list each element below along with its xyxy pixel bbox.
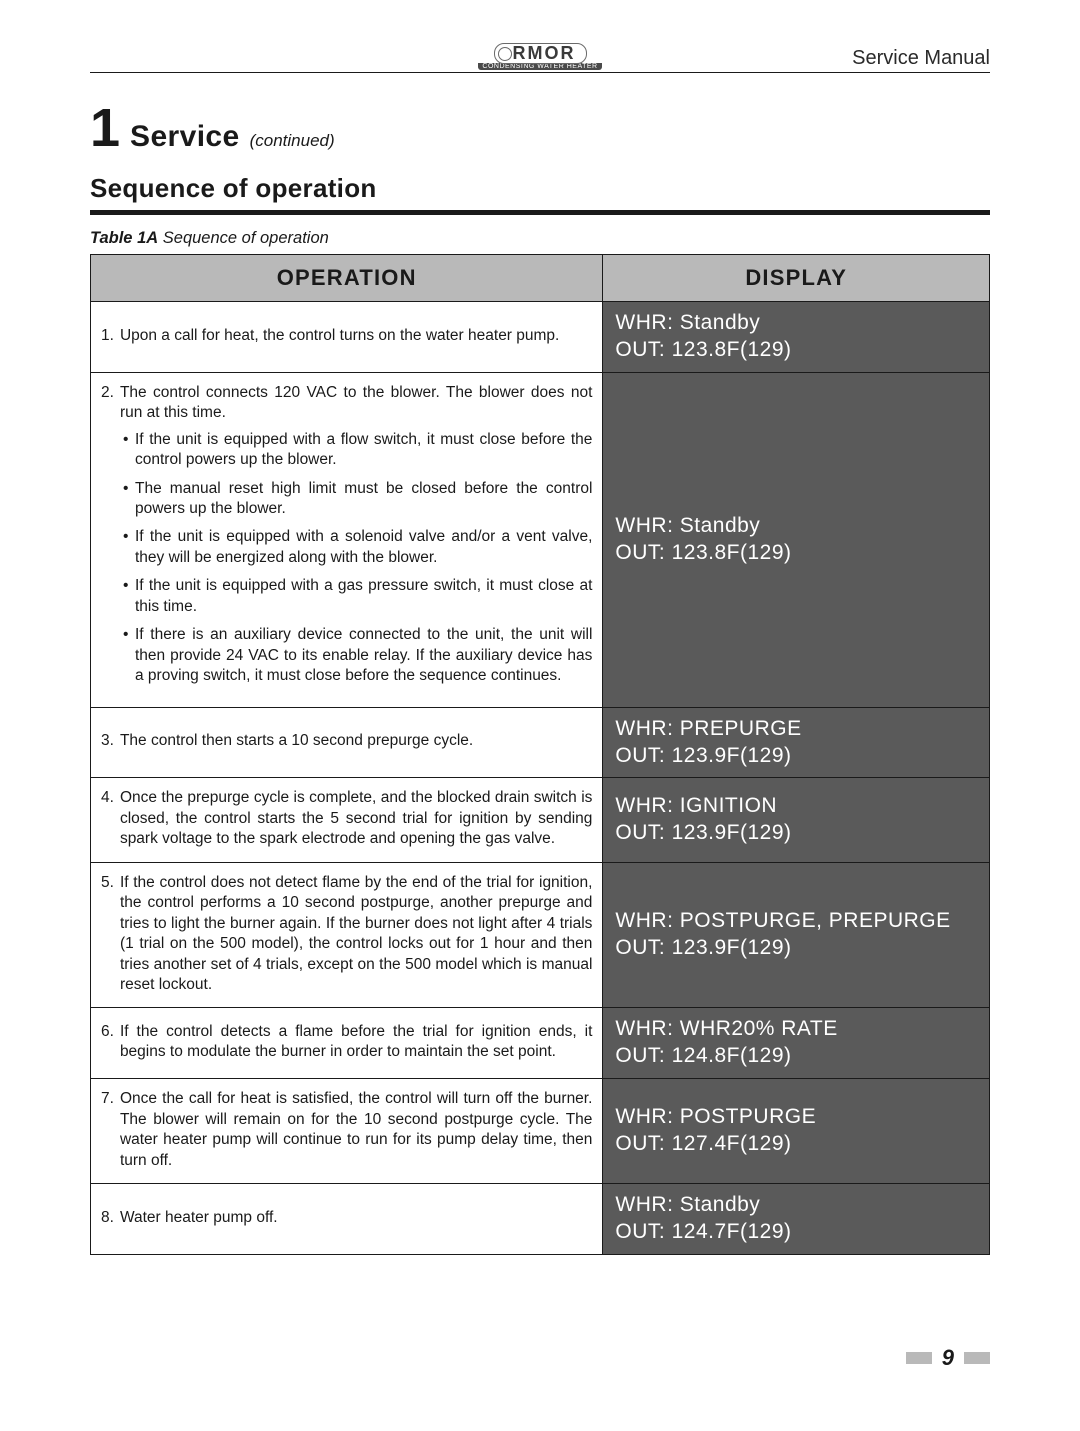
- table-row: 3. The control then starts a 10 second pr…: [91, 707, 990, 778]
- operation-cell: 4.Once the prepurge cycle is complete, a…: [91, 778, 603, 862]
- display-cell: WHR: StandbyOUT: 123.8F(129): [603, 372, 990, 707]
- display-line-2: OUT: 123.9F(129): [615, 743, 981, 770]
- display-line-2: OUT: 123.8F(129): [615, 540, 981, 567]
- step-bullet: If the unit is equipped with a solenoid …: [123, 527, 592, 568]
- operation-cell: 3. The control then starts a 10 second pr…: [91, 707, 603, 778]
- display-line-2: OUT: 124.7F(129): [615, 1219, 981, 1246]
- step-number: 6.: [101, 1022, 114, 1063]
- table-row: 4.Once the prepurge cycle is complete, a…: [91, 778, 990, 862]
- table-row: 8. Water heater pump off. WHR: StandbyOUT:…: [91, 1184, 990, 1255]
- display-line-1: WHR: POSTPURGE, PREPURGE: [615, 908, 981, 935]
- table-caption-label: Table 1A: [90, 229, 158, 247]
- display-cell: WHR: StandbyOUT: 124.7F(129): [603, 1184, 990, 1255]
- table-row: 7.Once the call for heat is satisfied, t…: [91, 1079, 990, 1184]
- display-cell: WHR: IGNITIONOUT: 123.9F(129): [603, 778, 990, 862]
- brand-name: RMOR: [494, 43, 587, 64]
- step-text: Upon a call for heat, the control turns …: [120, 326, 559, 346]
- brand-subtitle: CONDENSING WATER HEATER: [478, 63, 601, 70]
- step-bullet: If the unit is equipped with a gas press…: [123, 576, 592, 617]
- display-cell: WHR: StandbyOUT: 123.8F(129): [603, 302, 990, 373]
- table-header-row: OPERATION DISPLAY: [91, 255, 990, 302]
- operation-cell: 6.If the control detects a flame before …: [91, 1008, 603, 1079]
- document-title: Service Manual: [852, 47, 990, 69]
- display-line-2: OUT: 123.9F(129): [615, 820, 981, 847]
- step-number: 3.: [101, 731, 114, 751]
- page-number: 9: [942, 1345, 954, 1371]
- step-text: If the control detects a flame before th…: [120, 1022, 592, 1063]
- page-footer: 9: [90, 1345, 990, 1371]
- subsection-rule: [90, 210, 990, 215]
- step-number: 4.: [101, 788, 114, 849]
- display-line-1: WHR: Standby: [615, 1192, 981, 1219]
- display-line-1: WHR: Standby: [615, 513, 981, 540]
- footer-decor-right: [964, 1352, 990, 1364]
- operation-cell: 8. Water heater pump off.: [91, 1184, 603, 1255]
- step-text: Once the prepurge cycle is complete, and…: [120, 788, 592, 849]
- step-text: The control connects 120 VAC to the blow…: [120, 383, 592, 424]
- step-bullet: The manual reset high limit must be clos…: [123, 479, 592, 520]
- section-continued: (continued): [250, 131, 335, 151]
- operation-cell: 2.The control connects 120 VAC to the bl…: [91, 372, 603, 707]
- operation-cell: 1. Upon a call for heat, the control turn…: [91, 302, 603, 373]
- footer-decor-left: [906, 1352, 932, 1364]
- display-line-1: WHR: WHR20% RATE: [615, 1016, 981, 1043]
- display-line-1: WHR: PREPURGE: [615, 716, 981, 743]
- section-title: Service: [130, 120, 240, 154]
- subsection-heading: Sequence of operation: [90, 173, 990, 204]
- sequence-table: OPERATION DISPLAY 1. Upon a call for heat…: [90, 254, 990, 1255]
- display-cell: WHR: POSTPURGEOUT: 127.4F(129): [603, 1079, 990, 1184]
- display-cell: WHR: WHR20% RATEOUT: 124.8F(129): [603, 1008, 990, 1079]
- display-line-2: OUT: 124.8F(129): [615, 1043, 981, 1070]
- step-bullets: If the unit is equipped with a flow swit…: [123, 430, 592, 687]
- operation-cell: 5.If the control does not detect flame b…: [91, 862, 603, 1008]
- display-line-2: OUT: 127.4F(129): [615, 1131, 981, 1158]
- step-text: The control then starts a 10 second prep…: [120, 731, 473, 751]
- table-caption-text: Sequence of operation: [163, 229, 329, 247]
- brand-logo: RMOR CONDENSING WATER HEATER: [478, 43, 601, 70]
- table-row: 2.The control connects 120 VAC to the bl…: [91, 372, 990, 707]
- display-cell: WHR: PREPURGEOUT: 123.9F(129): [603, 707, 990, 778]
- display-line-1: WHR: IGNITION: [615, 793, 981, 820]
- table-caption: Table 1A Sequence of operation: [90, 229, 990, 248]
- table-row: 5.If the control does not detect flame b…: [91, 862, 990, 1008]
- table-row: 1. Upon a call for heat, the control turn…: [91, 302, 990, 373]
- display-line-1: WHR: Standby: [615, 310, 981, 337]
- table-row: 6.If the control detects a flame before …: [91, 1008, 990, 1079]
- step-number: 5.: [101, 873, 114, 996]
- page-header: RMOR CONDENSING WATER HEATER Service Man…: [90, 40, 990, 70]
- display-line-2: OUT: 123.9F(129): [615, 935, 981, 962]
- step-bullet: If the unit is equipped with a flow swit…: [123, 430, 592, 471]
- step-text: Water heater pump off.: [120, 1208, 278, 1228]
- step-text: If the control does not detect flame by …: [120, 873, 592, 996]
- col-header-display: DISPLAY: [603, 255, 990, 302]
- header-rule: [90, 72, 990, 73]
- step-bullet: If there is an auxiliary device connecte…: [123, 625, 592, 686]
- step-text: Once the call for heat is satisfied, the…: [120, 1089, 592, 1171]
- col-header-operation: OPERATION: [91, 255, 603, 302]
- step-number: 7.: [101, 1089, 114, 1171]
- section-heading: 1 Service (continued): [90, 101, 990, 155]
- page: RMOR CONDENSING WATER HEATER Service Man…: [0, 0, 1080, 1431]
- step-number: 1.: [101, 326, 114, 346]
- step-number: 2.: [101, 383, 114, 424]
- section-number: 1: [90, 101, 120, 155]
- display-cell: WHR: POSTPURGE, PREPURGEOUT: 123.9F(129): [603, 862, 990, 1008]
- step-number: 8.: [101, 1208, 114, 1228]
- display-line-1: WHR: POSTPURGE: [615, 1104, 981, 1131]
- operation-cell: 7.Once the call for heat is satisfied, t…: [91, 1079, 603, 1184]
- display-line-2: OUT: 123.8F(129): [615, 337, 981, 364]
